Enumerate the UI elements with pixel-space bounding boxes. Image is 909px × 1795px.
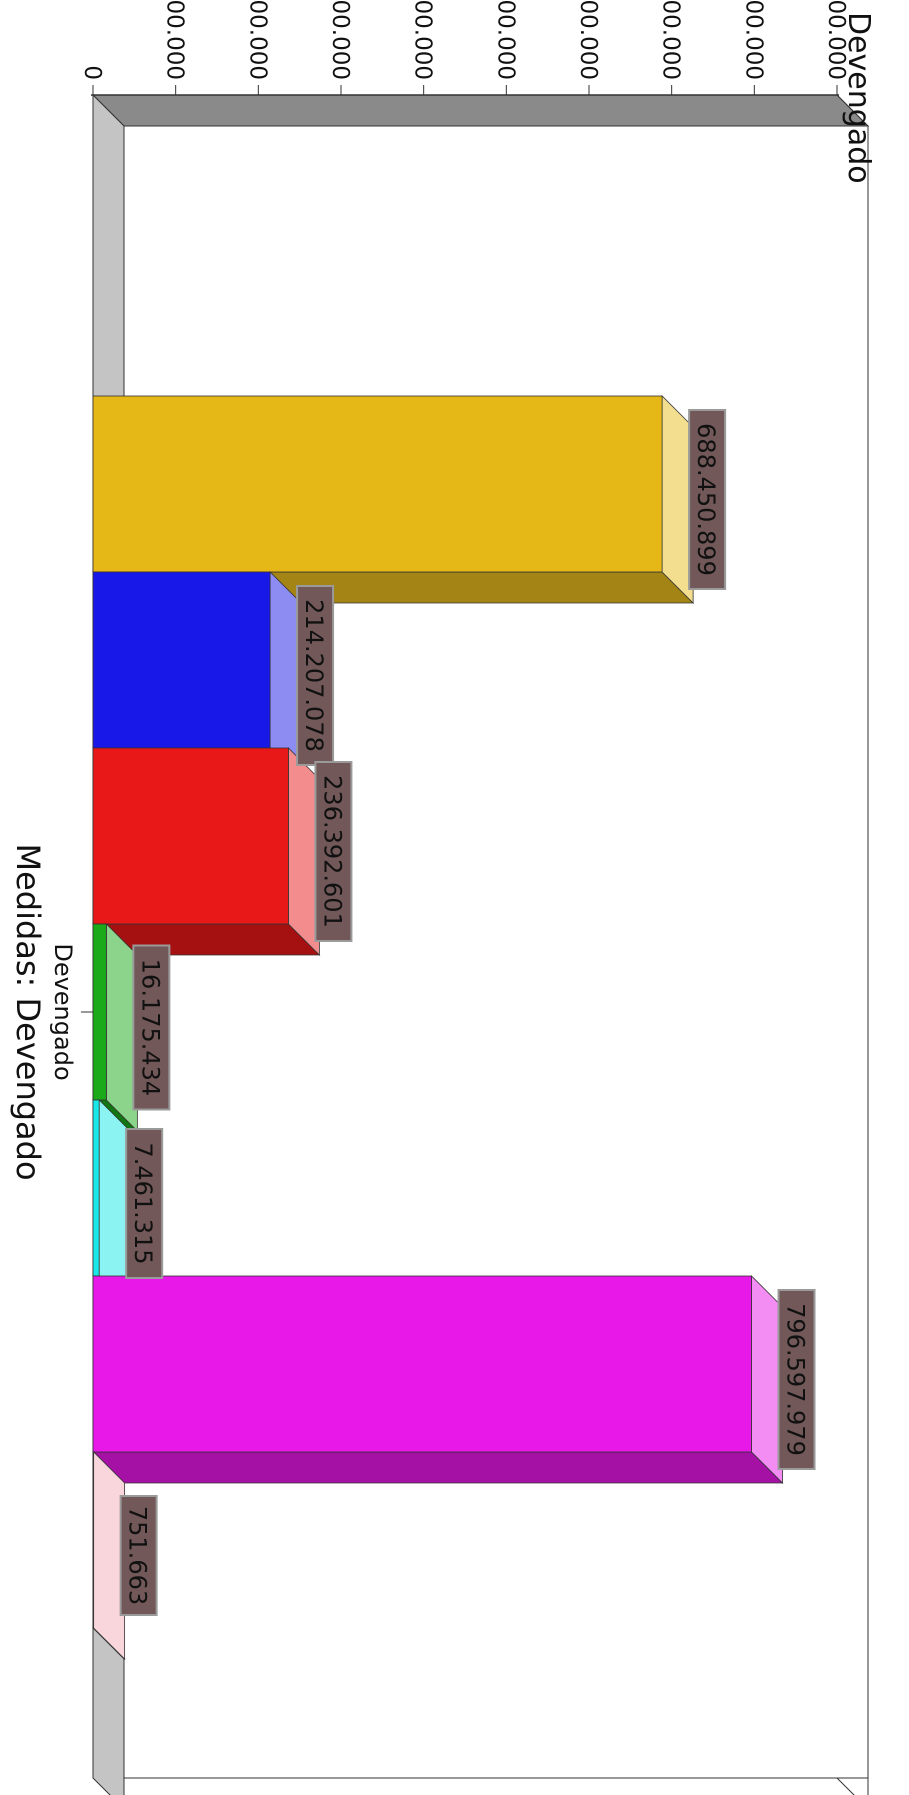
y-tick-label: 200.000.000 bbox=[244, 0, 270, 80]
data-label: 751.663 bbox=[119, 1495, 158, 1616]
data-label-text: 16.175.434 bbox=[136, 959, 164, 1096]
data-label-box bbox=[688, 409, 727, 590]
y-axis-title: Devengado bbox=[841, 12, 876, 184]
bar-series bbox=[92, 395, 784, 1660]
bar-7 bbox=[92, 1451, 126, 1660]
bar-front bbox=[92, 395, 663, 573]
bar-6 bbox=[92, 1275, 784, 1484]
y-tick-label: 300.000.000 bbox=[327, 0, 353, 80]
y-tick-label: 500.000.000 bbox=[492, 0, 518, 80]
bar-side bbox=[92, 1451, 784, 1484]
category-label: Devengado bbox=[49, 943, 77, 1080]
data-label: 236.392.601 bbox=[314, 761, 353, 942]
bar-front bbox=[92, 747, 289, 925]
data-label-box bbox=[119, 1495, 158, 1616]
value-axis: 0 100.000.000 200.000.000 300.000.000 400.00… bbox=[79, 0, 849, 96]
bar-front bbox=[92, 571, 271, 749]
y-tick-label: 0 bbox=[79, 65, 105, 80]
data-label-text: 7.461.315 bbox=[129, 1142, 157, 1264]
data-label: 688.450.899 bbox=[688, 409, 727, 590]
data-label-text: 751.663 bbox=[124, 1506, 152, 1605]
y-tick-label: 100.000.000 bbox=[162, 0, 188, 80]
y-tick-label: 400.000.000 bbox=[410, 0, 436, 80]
data-label: 796.597.979 bbox=[777, 1289, 816, 1470]
bar-front bbox=[92, 923, 107, 1101]
data-label-box bbox=[314, 761, 353, 942]
data-label-text: 214.207.078 bbox=[300, 599, 328, 752]
y-tick-label: 600.000.000 bbox=[575, 0, 601, 80]
data-labels: 688.450.899 214.207.078 236.392.601 16.175.… bbox=[119, 409, 816, 1616]
bar-front bbox=[92, 1451, 95, 1629]
data-label: 214.207.078 bbox=[296, 585, 335, 766]
data-label-box bbox=[777, 1289, 816, 1470]
data-label: 16.175.434 bbox=[132, 944, 171, 1111]
data-label-box bbox=[132, 944, 171, 1111]
data-label-box bbox=[125, 1128, 164, 1279]
category-axis: Devengado Medidas: Devengado bbox=[9, 843, 93, 1181]
bar-front bbox=[92, 1099, 100, 1277]
bar-front bbox=[92, 1275, 752, 1453]
data-label-text: 688.450.899 bbox=[692, 423, 720, 576]
y-tick-label: 700.000.000 bbox=[658, 0, 684, 80]
data-label-text: 796.597.979 bbox=[782, 1303, 810, 1456]
y-tick-label: 800.000.000 bbox=[740, 0, 766, 80]
bar-3 bbox=[92, 747, 321, 956]
side-wall bbox=[91, 94, 870, 127]
x-axis-title: Medidas: Devengado bbox=[9, 843, 47, 1180]
data-label-text: 236.392.601 bbox=[318, 775, 346, 928]
y-tick-label: 900.000.000 bbox=[823, 0, 849, 80]
data-label: 7.461.315 bbox=[125, 1128, 164, 1279]
